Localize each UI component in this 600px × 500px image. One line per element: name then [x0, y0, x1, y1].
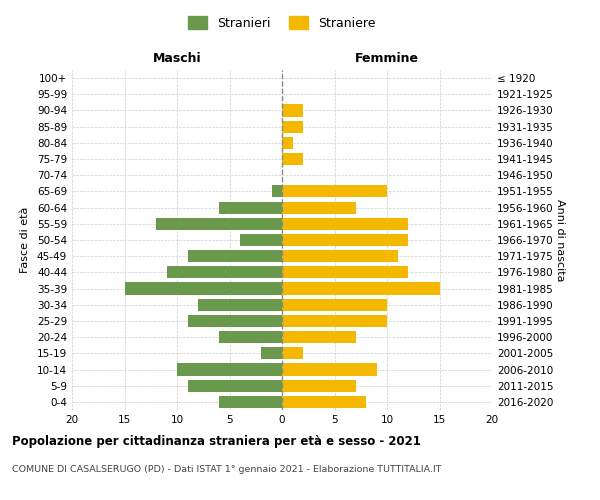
- Text: Maschi: Maschi: [152, 52, 202, 65]
- Bar: [282, 137, 293, 149]
- Bar: [177, 364, 282, 376]
- Text: Popolazione per cittadinanza straniera per età e sesso - 2021: Popolazione per cittadinanza straniera p…: [12, 435, 421, 448]
- Bar: [282, 380, 355, 392]
- Bar: [282, 250, 398, 262]
- Bar: [282, 331, 355, 343]
- Bar: [282, 396, 366, 408]
- Bar: [282, 218, 408, 230]
- Bar: [167, 266, 282, 278]
- Bar: [282, 120, 303, 132]
- Bar: [282, 282, 439, 294]
- Bar: [219, 202, 282, 213]
- Bar: [261, 348, 282, 360]
- Bar: [219, 331, 282, 343]
- Legend: Stranieri, Straniere: Stranieri, Straniere: [184, 11, 380, 35]
- Bar: [282, 315, 387, 327]
- Bar: [187, 380, 282, 392]
- Bar: [282, 202, 355, 213]
- Bar: [282, 364, 377, 376]
- Y-axis label: Anni di nascita: Anni di nascita: [555, 198, 565, 281]
- Bar: [282, 234, 408, 246]
- Bar: [282, 298, 387, 311]
- Bar: [282, 266, 408, 278]
- Bar: [271, 186, 282, 198]
- Bar: [187, 250, 282, 262]
- Bar: [156, 218, 282, 230]
- Bar: [282, 348, 303, 360]
- Bar: [282, 153, 303, 165]
- Bar: [240, 234, 282, 246]
- Text: COMUNE DI CASALSERUGO (PD) - Dati ISTAT 1° gennaio 2021 - Elaborazione TUTTITALI: COMUNE DI CASALSERUGO (PD) - Dati ISTAT …: [12, 465, 442, 474]
- Text: Femmine: Femmine: [355, 52, 419, 65]
- Bar: [187, 315, 282, 327]
- Bar: [198, 298, 282, 311]
- Bar: [125, 282, 282, 294]
- Y-axis label: Fasce di età: Fasce di età: [20, 207, 30, 273]
- Bar: [282, 186, 387, 198]
- Bar: [282, 104, 303, 117]
- Bar: [219, 396, 282, 408]
